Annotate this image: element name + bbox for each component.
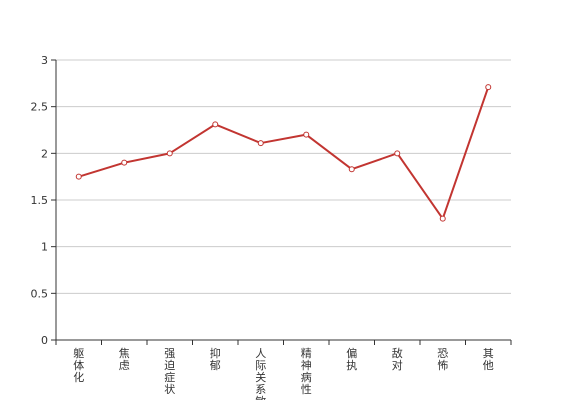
y-tick-label: 3 [41, 54, 48, 67]
data-point[interactable] [121, 159, 128, 166]
data-point[interactable] [394, 150, 401, 157]
data-point[interactable] [212, 121, 219, 128]
data-point[interactable] [75, 173, 82, 180]
data-point[interactable] [166, 150, 173, 157]
data-point[interactable] [257, 140, 264, 147]
y-tick-label: 1 [41, 241, 48, 254]
y-axis: 0 0.5 1 1.5 2 2.5 3 [31, 54, 57, 347]
x-tick-label: 人际关系敏感 [255, 347, 266, 400]
series-line [78, 86, 490, 220]
y-tick-label: 0 [41, 334, 48, 347]
y-tick-label: 2 [41, 147, 48, 160]
y-tick-label: 1.5 [31, 194, 49, 207]
x-tick-label: 焦虑 [119, 347, 130, 372]
x-tick-label: 抑郁 [210, 346, 221, 372]
series-layer [75, 84, 492, 222]
y-tick-label: 0.5 [31, 287, 49, 300]
data-point[interactable] [303, 131, 310, 138]
x-axis: 躯体化 焦虑 强迫症状 抑郁 人际关系敏感 精神病性 偏执 敌对 恐怖 其他 [55, 339, 512, 400]
data-point[interactable] [439, 215, 446, 222]
x-tick-label: 躯体化 [73, 347, 84, 384]
x-tick-label: 恐怖 [437, 347, 448, 372]
x-tick-label: 强迫症状 [164, 347, 175, 396]
grid-lines [56, 59, 511, 294]
data-point[interactable] [348, 166, 355, 173]
x-tick-label: 敌对 [392, 346, 403, 372]
data-point[interactable] [485, 84, 492, 91]
x-tick-label: 精神病性 [301, 347, 312, 396]
y-tick-label: 2.5 [31, 101, 49, 114]
x-tick-label: 偏执 [346, 346, 357, 372]
x-tick-label: 其他 [483, 347, 494, 372]
